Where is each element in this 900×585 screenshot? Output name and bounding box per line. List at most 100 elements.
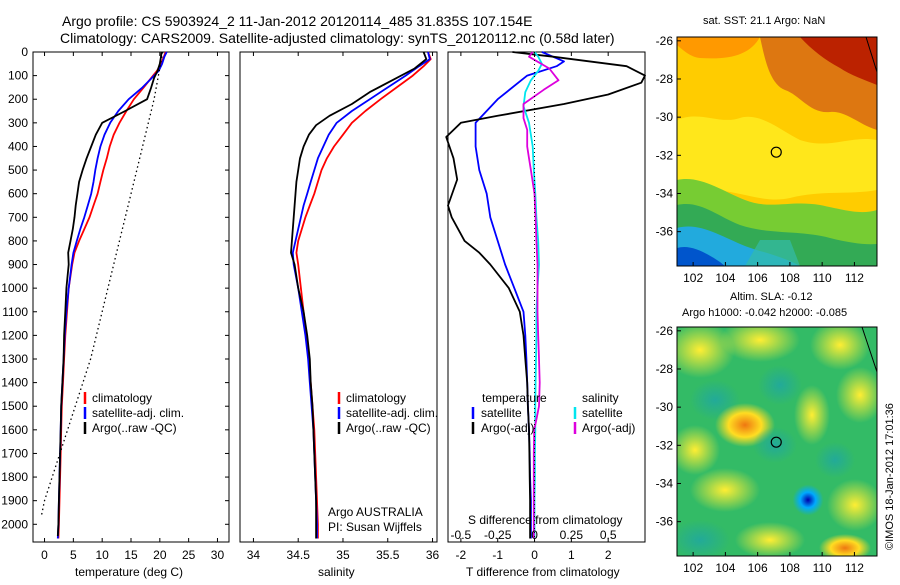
difference-legend: temperature satellite Argo(-adj) salinit…: [471, 391, 635, 435]
legend-label-t-argo: Argo(-adj): [481, 421, 534, 435]
sla-map-xtick-label: 104: [715, 561, 735, 575]
temperature-legend: climatology satellite-adj. clim. Argo(..…: [83, 391, 184, 435]
salinity-plot: 34 34.5 35 35.5 36: [247, 51, 440, 562]
temperature-xtick-label: 10: [95, 548, 109, 562]
depth-tick-label: 700: [8, 210, 28, 224]
header-line-2: Climatology: CARS2009. Satellite-adjuste…: [60, 30, 615, 46]
temperature-line-climatology: [57, 51, 167, 539]
legend-label-s-argo: Argo(-adj): [582, 421, 635, 435]
legend-label-argo: Argo(..raw -QC): [92, 421, 177, 435]
depth-tick-label: 0: [21, 45, 28, 59]
difference-line-temperature-argo-adj: [445, 51, 646, 539]
depth-tick-label: 1300: [1, 352, 28, 366]
salinity-line-argo-raw-qc: [290, 51, 428, 539]
difference-s-xtick-label: 0: [531, 528, 538, 542]
depth-tick-label: 1200: [1, 328, 28, 342]
legend-label-argo: Argo(..raw -QC): [346, 421, 431, 435]
sst-map-ytick-label: -28: [656, 72, 674, 86]
salinity-panel-frame: [239, 51, 438, 543]
salinity-xlabel: salinity: [318, 565, 355, 579]
depth-axis: 0 100 200 300 400 500 600 700 800 900 1000 1100 1200…: [1, 45, 28, 531]
legend-title-temperature: temperature: [482, 391, 547, 405]
legend-title-salinity: salinity: [582, 391, 619, 405]
sst-map-xtick-label: 102: [683, 271, 703, 285]
header-line-1: Argo profile: CS 5903924_2 11-Jan-2012 2…: [62, 13, 532, 29]
temperature-xtick-label: 25: [182, 548, 196, 562]
difference-xtick-label: 0: [531, 548, 538, 562]
depth-tick-label: 300: [8, 116, 28, 130]
sst-map-ytick-label: -26: [656, 34, 674, 48]
annotation-argo-australia: Argo AUSTRALIA: [328, 505, 423, 519]
depth-tick-label: 1100: [2, 305, 28, 319]
difference-s-xtick-label: 0.25: [560, 528, 584, 542]
salinity-xtick-label: 36: [426, 548, 440, 562]
sla-map-title-line-2: Argo h1000: -0.042 h2000: -0.085: [682, 307, 847, 319]
difference-plot: -2 -1 0 1 2 -0.5 -0.25 0 0.25 0.5: [445, 51, 646, 562]
salinity-line-satellite-adj-clim: [291, 51, 431, 539]
depth-tick-label: 1500: [1, 399, 28, 413]
legend-label-s-satellite: satellite: [582, 406, 623, 420]
depth-tick-label: 1000: [1, 281, 28, 295]
salinity-xtick-label: 34: [247, 548, 261, 562]
depth-tick-label: 1400: [1, 376, 28, 390]
temperature-line-argo-raw: [40, 51, 164, 515]
depth-tick-label: 100: [8, 69, 28, 83]
temperature-xtick-label: 20: [153, 548, 167, 562]
difference-s-xtick-label: -0.5: [451, 528, 472, 542]
temperature-line-argo-raw-qc: [56, 51, 163, 537]
sst-map-xtick-label: 108: [780, 271, 800, 285]
difference-xtick-label: -1: [492, 548, 503, 562]
depth-tick-label: 1900: [1, 494, 28, 508]
depth-tick-label: 800: [8, 234, 28, 248]
difference-xtick-label: -2: [456, 548, 467, 562]
temperature-xtick-label: 15: [124, 548, 138, 562]
sla-map-image: [677, 327, 877, 556]
depth-tick-label: 1600: [1, 423, 28, 437]
sst-map-xtick-label: 106: [748, 271, 768, 285]
temperature-line-satellite-adj-clim: [56, 51, 168, 539]
sla-map-xtick-label: 110: [813, 561, 832, 575]
sst-map-xtick-label: 104: [715, 271, 735, 285]
salinity-xtick-label: 35: [336, 548, 350, 562]
imos-credit: ©IMOS 18-Jan-2012 17:01:36: [884, 403, 896, 550]
sst-map-xtick-label: 110: [813, 271, 832, 285]
depth-tick-label: 900: [8, 258, 28, 272]
difference-xtick-label: 1: [568, 548, 575, 562]
difference-s-xtick-label: 0.5: [600, 528, 617, 542]
depth-tick-label: 600: [8, 187, 28, 201]
depth-tick-label: 1700: [1, 446, 28, 460]
temperature-xtick-label: 0: [41, 548, 48, 562]
legend-label-satellite: satellite-adj. clim.: [92, 406, 184, 420]
sst-float-marker: [770, 146, 782, 158]
difference-line-salinity-argo-adj: [522, 51, 560, 539]
sst-map-axes: 102 104 106 108 110 112 -26 -28 -30 -32 -34 -36: [656, 34, 865, 285]
salinity-xtick-label: 35.5: [376, 548, 400, 562]
sla-map-ytick-label: -32: [656, 438, 674, 452]
sst-map-image: [677, 37, 877, 266]
legend-label-t-satellite: satellite: [481, 406, 522, 420]
sst-map-ytick-label: -30: [656, 110, 674, 124]
sst-map-xtick-label: 112: [845, 271, 864, 285]
temperature-xtick-label: 5: [70, 548, 77, 562]
legend-label-climatology: climatology: [346, 391, 406, 405]
difference-xlabel-top: S difference from climatology: [468, 513, 623, 527]
sla-map-frame: [676, 326, 878, 557]
sst-map-ytick-label: -36: [656, 225, 674, 239]
temperature-panel-frame: [32, 51, 230, 543]
sla-map-ytick-label: -34: [656, 476, 674, 490]
difference-line-salinity-satellite: [522, 51, 543, 539]
difference-s-xtick-label: -0.25: [484, 528, 512, 542]
sla-map-ytick-label: -30: [656, 400, 674, 414]
sst-map-frame: [676, 36, 878, 267]
sla-map-xtick-label: 108: [780, 561, 800, 575]
temperature-xlabel: temperature (deg C): [75, 565, 183, 579]
depth-tick-label: 200: [8, 92, 28, 106]
sla-map-xtick-label: 112: [845, 561, 864, 575]
depth-tick-label: 1800: [1, 470, 28, 484]
salinity-legend: climatology satellite-adj. clim. Argo(..…: [337, 391, 438, 435]
difference-xlabel: T difference from climatology: [466, 565, 620, 579]
sla-map-title-line-1: Altim. SLA: -0.12: [730, 291, 813, 303]
sla-map-ytick-label: -26: [656, 324, 674, 338]
difference-xtick-label: 2: [605, 548, 612, 562]
sla-map-xtick-label: 106: [748, 561, 768, 575]
